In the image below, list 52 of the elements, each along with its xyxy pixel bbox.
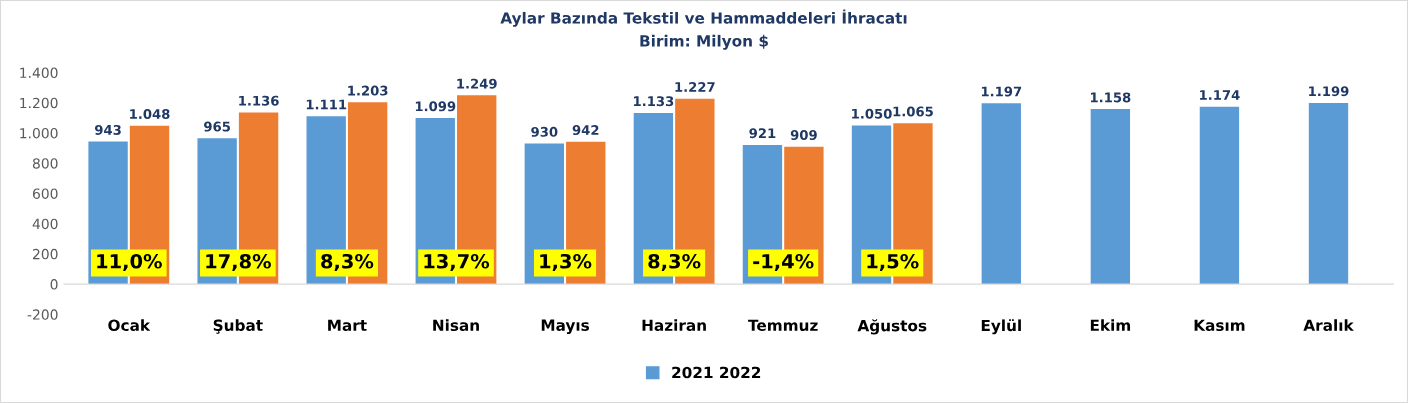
y-tick-label: 1.000 xyxy=(20,127,58,139)
data-label: 1.065 xyxy=(893,106,933,117)
data-label: 1.174 xyxy=(1200,90,1240,100)
x-tick-label: Mayıs xyxy=(541,319,589,334)
chart-subtitle: Birim: Milyon $ xyxy=(640,34,768,50)
y-tick-label: 1.200 xyxy=(20,97,58,109)
y-tick-label: 800 xyxy=(32,158,58,169)
data-label: 1.227 xyxy=(675,81,715,92)
data-label: 943 xyxy=(94,124,121,135)
annotation: 8,3% xyxy=(648,253,701,272)
annotation: 11,0% xyxy=(97,253,162,272)
data-label: 942 xyxy=(572,125,599,136)
data-label: 1.158 xyxy=(1090,92,1131,103)
chart-title: Aylar Bazında Tekstil ve Hammaddeleri İhracatı xyxy=(500,9,907,27)
data-label: 1.199 xyxy=(1309,86,1349,97)
data-label: 921 xyxy=(749,128,776,139)
x-tick-label: Eylül xyxy=(981,319,1021,335)
x-tick-label: Ocak xyxy=(108,319,151,332)
legend-label: 2021 2022 xyxy=(672,366,761,379)
x-tick-label: Temmuz xyxy=(748,319,818,332)
data-label: 1.050 xyxy=(852,108,892,119)
y-tick-label: 400 xyxy=(32,218,58,230)
data-label: 1.099 xyxy=(415,101,456,112)
annotation: 8,3% xyxy=(321,253,374,272)
x-tick-label: Ekim xyxy=(1090,319,1131,331)
data-label: 930 xyxy=(531,126,558,137)
annotation: 17,8% xyxy=(206,253,271,272)
x-tick-label: Haziran xyxy=(642,319,706,332)
data-label: 1.048 xyxy=(130,109,170,120)
annotation: 1,3% xyxy=(540,253,592,272)
y-tick-label: 200 xyxy=(33,248,58,260)
y-tick-label: 600 xyxy=(32,188,58,199)
data-label: 1.249 xyxy=(457,78,497,89)
y-tick-label: -200 xyxy=(27,309,58,320)
x-tick-label: Ağustos xyxy=(857,319,927,335)
data-label: 965 xyxy=(204,121,230,132)
x-tick-label: Şubat xyxy=(213,319,263,334)
annotation: 1,5% xyxy=(867,253,919,272)
x-tick-label: Aralık xyxy=(1303,319,1354,332)
data-label: 1.133 xyxy=(634,96,674,107)
data-label: 1.203 xyxy=(348,85,388,96)
data-label: 1.136 xyxy=(239,95,279,106)
data-label: 909 xyxy=(790,130,817,141)
annotation: -1,4% xyxy=(753,253,814,272)
y-tick-label: 1.400 xyxy=(20,67,58,79)
x-tick-label: Nisan xyxy=(433,319,479,332)
y-tick-label: 0 xyxy=(50,279,58,290)
data-label: 1.111 xyxy=(306,99,347,110)
x-tick-label: Mart xyxy=(328,319,367,332)
x-tick-label: Kasım xyxy=(1194,319,1245,332)
data-label: 1.197 xyxy=(981,86,1022,97)
annotation: 13,7% xyxy=(424,253,490,272)
